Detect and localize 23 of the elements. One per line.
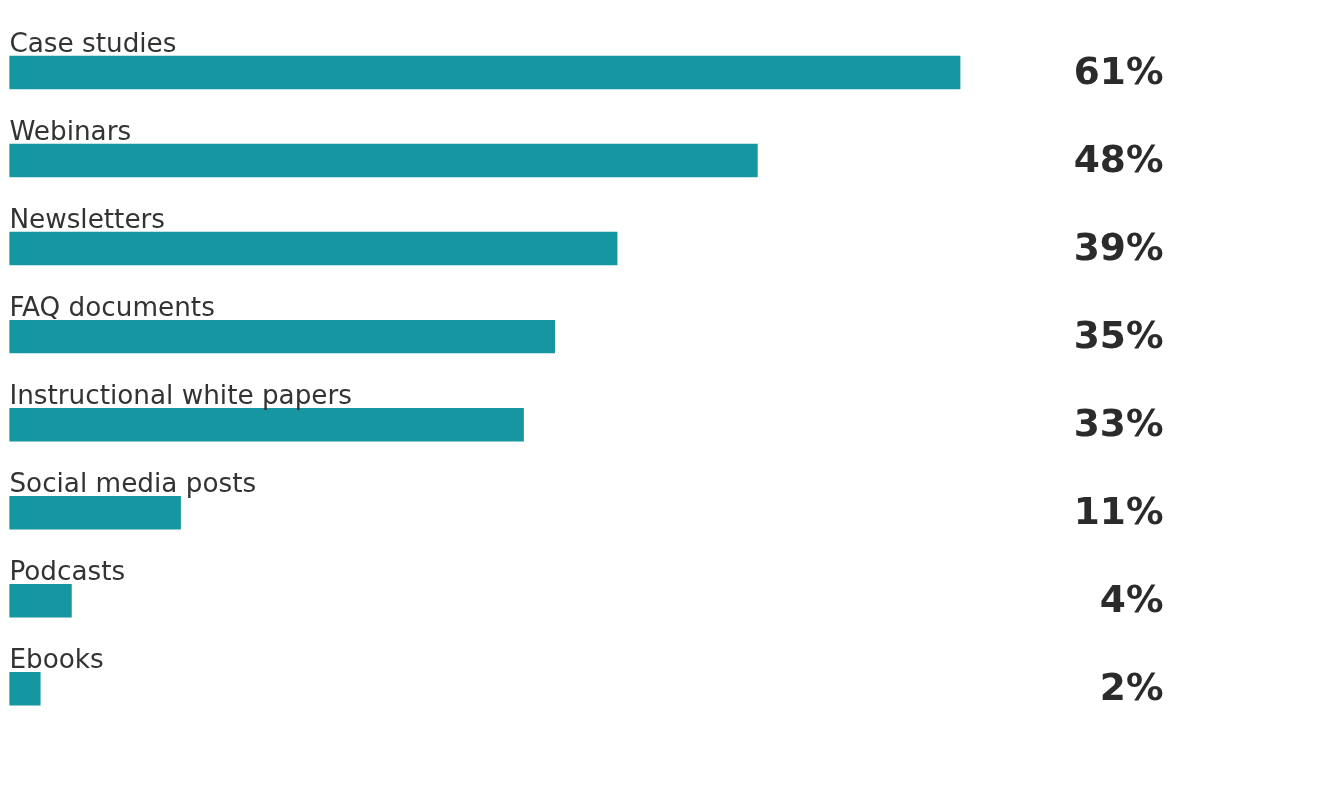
data-label: 4% bbox=[1099, 577, 1164, 622]
bar bbox=[9, 319, 556, 354]
bar bbox=[9, 143, 758, 178]
y-tick-label: FAQ documents bbox=[9, 292, 215, 322]
data-label: 33% bbox=[1073, 400, 1164, 445]
y-tick-label: Podcasts bbox=[9, 556, 126, 587]
y-tick-label: Webinars bbox=[9, 115, 132, 146]
data-label: 39% bbox=[1073, 224, 1164, 269]
y-tick-label: Ebooks bbox=[9, 644, 104, 675]
data-label: 35% bbox=[1073, 312, 1164, 357]
y-tick-label: Case studies bbox=[9, 27, 177, 58]
data-label: 61% bbox=[1073, 48, 1164, 93]
bar bbox=[9, 584, 72, 618]
bar bbox=[9, 495, 181, 530]
y-tick-label: Newsletters bbox=[9, 203, 166, 234]
data-label: 11% bbox=[1073, 488, 1164, 533]
bar bbox=[9, 231, 618, 266]
data-label: 2% bbox=[1099, 665, 1164, 710]
y-tick-label: Instructional white papers bbox=[9, 380, 353, 411]
data-label: 48% bbox=[1073, 136, 1164, 181]
bar bbox=[9, 55, 961, 90]
y-tick-label: Social media posts bbox=[9, 468, 257, 499]
bar bbox=[9, 672, 41, 706]
